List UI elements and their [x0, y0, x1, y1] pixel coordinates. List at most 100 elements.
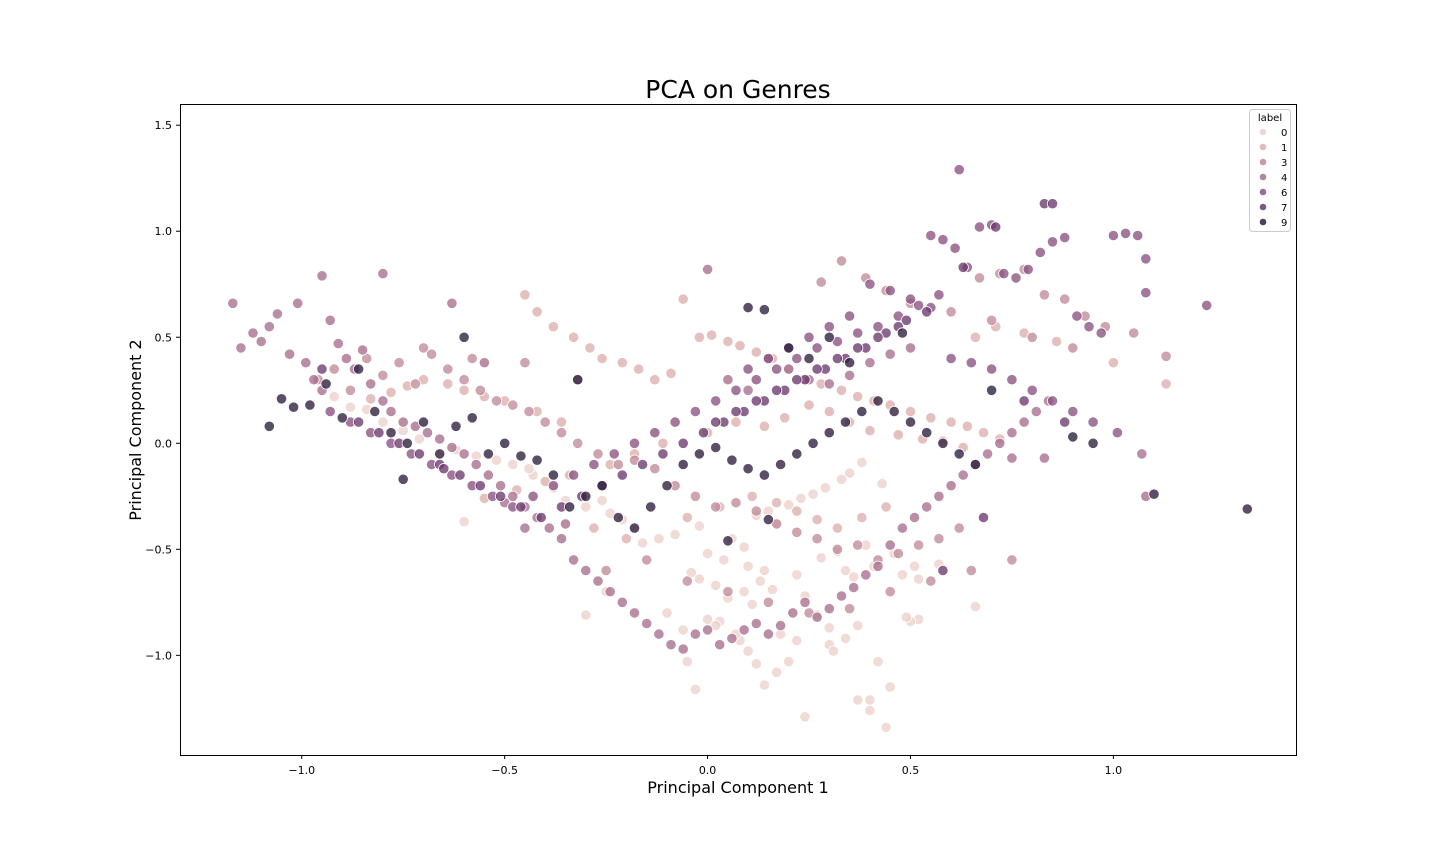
scatter-point-label-3	[539, 416, 551, 428]
scatter-point-label-3	[1026, 331, 1038, 343]
scatter-point-label-3	[973, 272, 986, 284]
y-tick-label: −0.5	[145, 543, 172, 556]
scatter-point-label-7	[616, 469, 628, 481]
scatter-point-label-0	[791, 634, 803, 647]
scatter-point-label-4	[340, 352, 352, 365]
scatter-point-label-1	[823, 405, 835, 418]
scatter-point-label-6	[949, 242, 961, 254]
scatter-point-label-6	[608, 448, 620, 460]
scatter-point-label-9	[856, 405, 868, 418]
scatter-point-label-4	[458, 448, 470, 460]
scatter-points	[227, 164, 1253, 734]
scatter-point-label-0	[852, 694, 864, 706]
scatter-point-label-9	[823, 331, 835, 343]
legend-title: label	[1258, 113, 1282, 124]
scatter-point-label-3	[815, 276, 827, 288]
scatter-point-label-4	[247, 327, 259, 339]
scatter-point-label-1	[892, 429, 904, 441]
scatter-point-label-1	[835, 384, 848, 396]
scatter-point-label-3	[750, 505, 762, 517]
scatter-point-label-0	[908, 560, 921, 572]
scatter-point-label-7	[657, 448, 669, 460]
scatter-point-label-4	[896, 522, 909, 534]
scatter-point-label-9	[401, 437, 413, 449]
y-tick-label: 1.0	[155, 225, 173, 238]
scatter-point-label-3	[852, 539, 864, 551]
scatter-point-label-6	[547, 480, 560, 492]
scatter-point-label-6	[762, 352, 775, 365]
scatter-point-label-9	[762, 513, 775, 526]
scatter-point-label-1	[584, 342, 596, 354]
scatter-point-label-6	[953, 164, 965, 176]
scatter-point-label-1	[1160, 378, 1172, 390]
scatter-point-label-0	[791, 569, 803, 581]
scatter-point-label-6	[1120, 227, 1132, 239]
scatter-point-label-6	[1022, 263, 1034, 275]
x-tick-label: −0.5	[491, 764, 518, 777]
scatter-point-label-4	[580, 564, 592, 577]
scatter-point-label-4	[823, 603, 835, 615]
scatter-point-label-4	[641, 617, 653, 630]
scatter-point-label-3	[612, 458, 624, 471]
scatter-point-label-4	[823, 378, 835, 390]
scatter-point-label-0	[344, 401, 356, 413]
scatter-point-label-4	[1006, 427, 1018, 439]
scatter-point-label-9	[888, 405, 900, 418]
scatter-point-label-9	[710, 441, 722, 454]
scatter-point-label-9	[758, 469, 771, 481]
scatter-point-label-4	[722, 374, 734, 386]
scatter-point-label-3	[377, 369, 389, 381]
scatter-point-label-0	[681, 656, 693, 668]
scatter-point-label-1	[722, 335, 734, 348]
scatter-point-label-7	[413, 448, 425, 460]
scatter-point-label-0	[718, 554, 730, 566]
scatter-point-label-4	[774, 619, 787, 632]
scatter-point-label-3	[762, 596, 775, 608]
scatter-point-label-9	[572, 374, 584, 386]
scatter-point-label-4	[421, 427, 434, 439]
scatter-point-label-4	[860, 569, 872, 581]
scatter-point-label-4	[750, 617, 762, 630]
scatter-point-label-6	[937, 234, 949, 246]
scatter-point-label-9	[722, 535, 734, 547]
scatter-point-label-6	[904, 293, 917, 305]
scatter-point-label-6	[998, 267, 1010, 280]
scatter-point-label-1	[961, 420, 973, 432]
scatter-point-label-9	[434, 448, 446, 460]
scatter-point-label-9	[661, 480, 673, 492]
scatter-point-label-0	[795, 492, 807, 504]
scatter-point-label-0	[823, 622, 835, 634]
scatter-point-label-7	[791, 374, 803, 386]
scatter-point-label-3	[523, 405, 535, 418]
scatter-point-label-0	[884, 681, 896, 693]
scatter-point-label-0	[880, 721, 892, 734]
scatter-point-label-0	[856, 456, 868, 468]
scatter-point-label-6	[1034, 246, 1046, 258]
x-tick-label: −1.0	[288, 764, 315, 777]
scatter-point-label-0	[458, 516, 470, 528]
scatter-point-label-4	[689, 628, 702, 640]
scatter-point-label-9	[872, 395, 884, 407]
x-tick-label: 1.0	[1105, 764, 1123, 777]
scatter-point-label-1	[547, 321, 560, 333]
scatter-point-label-0	[507, 458, 519, 471]
scatter-point-label-6	[770, 363, 783, 375]
scatter-point-label-0	[580, 609, 592, 621]
scatter-point-label-0	[876, 477, 888, 490]
plot-frame	[180, 104, 1297, 756]
scatter-point-label-9	[466, 412, 478, 424]
scatter-point-label-9	[304, 399, 316, 411]
scatter-point-label-7	[677, 437, 689, 449]
legend-marker	[1259, 188, 1267, 196]
scatter-point-label-0	[669, 528, 681, 541]
scatter-point-label-9	[515, 450, 527, 462]
scatter-point-label-4	[559, 518, 572, 530]
legend: label 0 1 3 4 6 7 9	[1249, 109, 1291, 232]
scatter-point-label-6	[1059, 232, 1071, 244]
scatter-point-label-0	[746, 598, 758, 611]
legend-label: 7	[1281, 203, 1287, 214]
scatter-point-label-1	[632, 363, 645, 375]
scatter-point-label-6	[843, 310, 856, 322]
scatter-point-label-3	[730, 497, 742, 509]
scatter-point-label-7	[373, 427, 385, 439]
